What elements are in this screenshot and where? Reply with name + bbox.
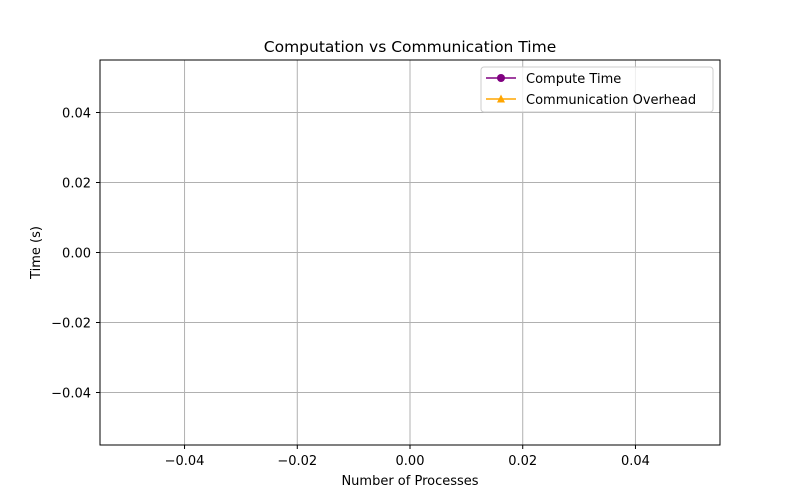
y-axis: −0.04 −0.02 0.00 0.02 0.04 xyxy=(51,107,100,402)
y-tick-label: −0.02 xyxy=(51,317,91,332)
x-tick-label: 0.04 xyxy=(621,454,650,469)
y-axis-label: Time (s) xyxy=(29,226,44,280)
legend: Compute Time Communication Overhead xyxy=(480,66,714,113)
x-tick-label: −0.02 xyxy=(277,454,317,469)
chart-title: Computation vs Communication Time xyxy=(264,38,556,56)
x-tick-label: −0.04 xyxy=(165,454,205,469)
y-tick-label: 0.02 xyxy=(62,177,91,192)
legend-marker-compute xyxy=(497,74,505,82)
x-axis: −0.04 −0.02 0.00 0.02 0.04 xyxy=(165,445,650,469)
y-tick-label: 0.00 xyxy=(62,247,91,262)
x-tick-label: 0.00 xyxy=(396,454,425,469)
y-tick-label: −0.04 xyxy=(51,387,91,402)
legend-box xyxy=(480,66,714,113)
x-axis-label: Number of Processes xyxy=(341,474,478,489)
legend-label-compute: Compute Time xyxy=(526,72,621,87)
legend-marker-communication xyxy=(497,94,505,103)
legend-label-communication: Communication Overhead xyxy=(526,93,696,108)
y-tick-label: 0.04 xyxy=(62,107,91,122)
x-tick-label: 0.02 xyxy=(508,454,537,469)
